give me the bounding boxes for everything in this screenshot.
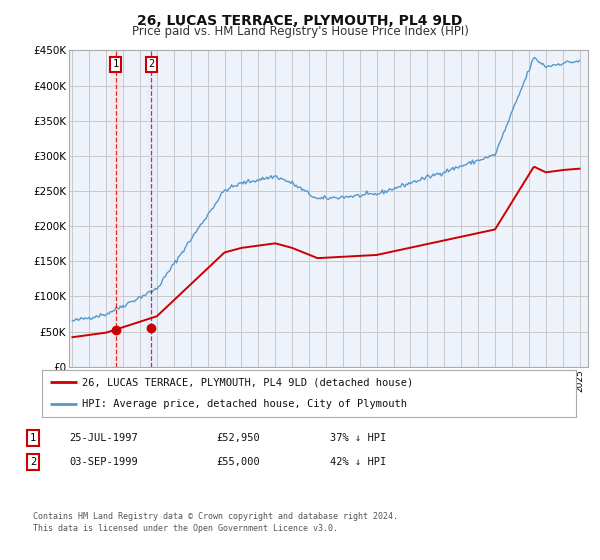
Text: £52,950: £52,950 — [216, 433, 260, 443]
Text: 26, LUCAS TERRACE, PLYMOUTH, PL4 9LD: 26, LUCAS TERRACE, PLYMOUTH, PL4 9LD — [137, 14, 463, 28]
Text: 26, LUCAS TERRACE, PLYMOUTH, PL4 9LD (detached house): 26, LUCAS TERRACE, PLYMOUTH, PL4 9LD (de… — [82, 377, 413, 388]
Text: 37% ↓ HPI: 37% ↓ HPI — [330, 433, 386, 443]
Text: Price paid vs. HM Land Registry's House Price Index (HPI): Price paid vs. HM Land Registry's House … — [131, 25, 469, 38]
Bar — [147, 50, 155, 367]
Text: 1: 1 — [113, 59, 119, 69]
Text: Contains HM Land Registry data © Crown copyright and database right 2024.
This d: Contains HM Land Registry data © Crown c… — [33, 512, 398, 533]
Text: 1: 1 — [30, 433, 36, 443]
Text: 25-JUL-1997: 25-JUL-1997 — [69, 433, 138, 443]
Text: 2: 2 — [148, 59, 154, 69]
Text: £55,000: £55,000 — [216, 457, 260, 467]
Text: HPI: Average price, detached house, City of Plymouth: HPI: Average price, detached house, City… — [82, 399, 407, 409]
Text: 42% ↓ HPI: 42% ↓ HPI — [330, 457, 386, 467]
Bar — [112, 50, 120, 367]
Text: 2: 2 — [30, 457, 36, 467]
Text: 03-SEP-1999: 03-SEP-1999 — [69, 457, 138, 467]
